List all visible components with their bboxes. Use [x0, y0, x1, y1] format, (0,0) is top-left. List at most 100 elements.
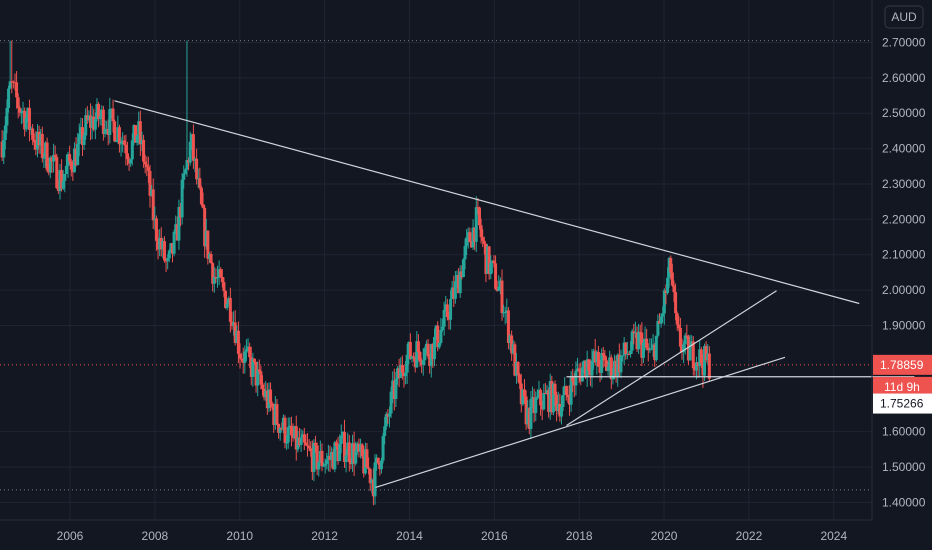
currency-label: AUD: [891, 10, 917, 24]
candle-body: [656, 320, 660, 336]
candle-body: [479, 225, 483, 238]
candle-body: [142, 139, 146, 162]
candle-body: [74, 148, 78, 166]
candle-body: [341, 431, 345, 436]
candle-body: [651, 344, 655, 349]
candle-body: [678, 327, 682, 347]
candle-body: [587, 359, 591, 371]
candle-body: [203, 207, 207, 247]
candle-body: [539, 389, 543, 406]
candle-body: [209, 253, 213, 264]
candle-body: [582, 360, 586, 368]
candle-body: [259, 371, 263, 385]
candle-body: [166, 258, 170, 261]
candle-body: [498, 280, 502, 287]
candle-body: [228, 298, 232, 322]
price-tick-label: 2.00000: [882, 283, 926, 297]
candle-body: [543, 392, 547, 394]
price-tick-label: 2.60000: [882, 71, 926, 85]
candle-body: [243, 351, 247, 363]
candle-body: [103, 129, 107, 134]
candle-body: [680, 346, 684, 353]
candle-body: [174, 224, 178, 232]
time-tick-label: 2018: [566, 529, 593, 543]
candle-body: [455, 274, 459, 282]
candle-body: [500, 280, 504, 314]
candle-body: [457, 274, 461, 294]
candle-body: [400, 364, 404, 373]
candle-body: [691, 341, 695, 369]
candle-body: [238, 353, 242, 359]
candle-body: [137, 121, 141, 136]
candle-body: [441, 326, 445, 330]
price-axis[interactable]: 2.70000 2.60000 2.50000 2.40000 2.30000 2.200…: [882, 35, 926, 509]
candle-body: [662, 290, 666, 314]
candle-body: [447, 317, 451, 320]
candle-body: [481, 237, 485, 241]
candle-body: [627, 353, 631, 355]
time-axis[interactable]: 2006 2008 2010 2012 2014 2016 2018 2020 2022 2024: [57, 529, 848, 543]
candle-body: [63, 173, 67, 181]
candle-body: [609, 357, 613, 380]
candle-body: [117, 127, 121, 145]
candle-body: [535, 396, 539, 398]
candle-body: [373, 462, 377, 497]
candle-body: [465, 237, 469, 246]
candle-body: [195, 158, 199, 180]
candle-body: [211, 263, 215, 284]
candle-body: [140, 139, 144, 145]
candle-body: [306, 445, 310, 447]
candle-body: [201, 204, 205, 208]
candle-body: [175, 224, 179, 241]
candle-body: [216, 277, 220, 279]
candle-body: [503, 312, 507, 314]
candle-body: [330, 452, 334, 460]
candle-body: [521, 389, 525, 405]
candle-body: [420, 361, 424, 365]
candle-body: [265, 390, 269, 409]
candle-body: [34, 142, 38, 150]
price-tick-label: 1.40000: [882, 495, 926, 509]
candle-body: [269, 389, 273, 404]
candle-body: [625, 353, 629, 355]
candle-body: [143, 161, 147, 165]
candle-body: [61, 180, 65, 189]
currency-badge[interactable]: AUD: [884, 5, 924, 29]
candle-body: [413, 356, 417, 368]
candle-body: [52, 154, 56, 162]
candle-body: [336, 446, 340, 462]
candle-body: [547, 390, 551, 412]
candle-body: [537, 389, 541, 397]
candle-body: [531, 397, 535, 400]
candle-body: [572, 381, 576, 386]
candle-body: [45, 142, 49, 171]
candle-body: [280, 428, 284, 430]
candle-body: [7, 88, 11, 108]
candle-body: [621, 355, 625, 357]
candle-body: [460, 271, 464, 278]
candle-body: [669, 258, 673, 273]
candle-body: [407, 342, 411, 355]
candle-body: [606, 366, 610, 371]
candle-body: [363, 449, 367, 474]
candle-body: [125, 153, 129, 160]
candle-body: [370, 479, 374, 484]
candle-body: [320, 450, 324, 467]
candle-body: [244, 349, 248, 352]
candle-body: [293, 426, 297, 439]
candle-body: [227, 298, 231, 304]
candle-body: [281, 417, 285, 430]
candle-body: [29, 128, 33, 130]
candle-body: [452, 287, 456, 299]
candle-body: [418, 352, 422, 362]
candle-body: [603, 355, 607, 361]
candle-body: [312, 442, 316, 472]
candle-body: [672, 285, 676, 293]
candle-body: [315, 445, 319, 470]
candle-body: [357, 443, 361, 452]
candle-body: [100, 109, 104, 117]
candle-body: [64, 165, 68, 174]
candle-body: [577, 368, 581, 372]
candle-body: [699, 349, 703, 364]
